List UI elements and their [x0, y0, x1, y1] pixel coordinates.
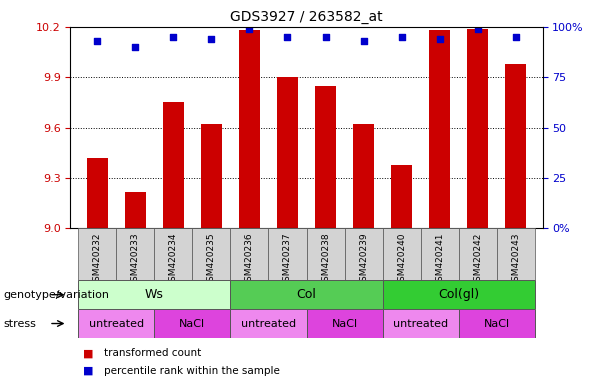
Bar [345, 228, 383, 280]
Point [511, 34, 521, 40]
Bar [306, 309, 383, 338]
Text: GSM420232: GSM420232 [93, 233, 102, 287]
Bar [315, 86, 336, 228]
Bar [391, 165, 412, 228]
Point [131, 44, 140, 50]
Text: Col: Col [297, 288, 316, 301]
Text: untreated: untreated [89, 318, 143, 329]
Text: GSM420243: GSM420243 [511, 233, 520, 287]
Bar [353, 124, 374, 228]
Bar [154, 309, 230, 338]
Bar [230, 309, 306, 338]
Bar [459, 309, 535, 338]
Point [92, 38, 102, 44]
Bar [78, 309, 154, 338]
Text: percentile rank within the sample: percentile rank within the sample [104, 366, 280, 376]
Text: NaCl: NaCl [484, 318, 510, 329]
Bar [421, 228, 459, 280]
Bar [163, 103, 184, 228]
Text: GSM420235: GSM420235 [207, 233, 216, 287]
Point [283, 34, 292, 40]
Point [359, 38, 368, 44]
Text: GSM420237: GSM420237 [283, 233, 292, 287]
Text: NaCl: NaCl [332, 318, 357, 329]
Text: untreated: untreated [241, 318, 296, 329]
Bar [383, 280, 535, 309]
Point [397, 34, 406, 40]
Text: GSM420233: GSM420233 [131, 233, 140, 287]
Text: GSM420234: GSM420234 [169, 233, 178, 287]
Bar [268, 228, 306, 280]
Text: Col(gl): Col(gl) [438, 288, 479, 301]
Bar [239, 30, 260, 228]
Text: GSM420239: GSM420239 [359, 233, 368, 287]
Bar [154, 228, 192, 280]
Bar [306, 228, 345, 280]
Text: GSM420242: GSM420242 [473, 233, 482, 287]
Bar [230, 228, 268, 280]
Text: GSM420241: GSM420241 [435, 233, 444, 287]
Bar [497, 228, 535, 280]
Bar [383, 228, 421, 280]
Bar [277, 77, 298, 228]
Text: ■: ■ [83, 366, 93, 376]
Text: untreated: untreated [393, 318, 448, 329]
Text: NaCl: NaCl [179, 318, 205, 329]
Bar [86, 158, 108, 228]
Text: GSM420240: GSM420240 [397, 233, 406, 287]
Point [169, 34, 178, 40]
Point [207, 36, 216, 42]
Bar [124, 192, 146, 228]
Text: transformed count: transformed count [104, 348, 202, 358]
Point [435, 36, 444, 42]
Bar [230, 280, 383, 309]
Point [245, 26, 254, 32]
Text: GSM420238: GSM420238 [321, 233, 330, 287]
Bar [505, 64, 527, 228]
Text: genotype/variation: genotype/variation [3, 290, 109, 300]
Bar [78, 280, 230, 309]
Text: GDS3927 / 263582_at: GDS3927 / 263582_at [230, 10, 383, 23]
Bar [116, 228, 154, 280]
Bar [192, 228, 230, 280]
Point [321, 34, 330, 40]
Bar [78, 228, 116, 280]
Text: GSM420236: GSM420236 [245, 233, 254, 287]
Text: ■: ■ [83, 348, 93, 358]
Bar [467, 28, 489, 228]
Text: stress: stress [3, 318, 36, 329]
Bar [459, 228, 497, 280]
Text: Ws: Ws [145, 288, 164, 301]
Bar [429, 30, 450, 228]
Bar [383, 309, 459, 338]
Bar [201, 124, 222, 228]
Point [473, 26, 482, 32]
